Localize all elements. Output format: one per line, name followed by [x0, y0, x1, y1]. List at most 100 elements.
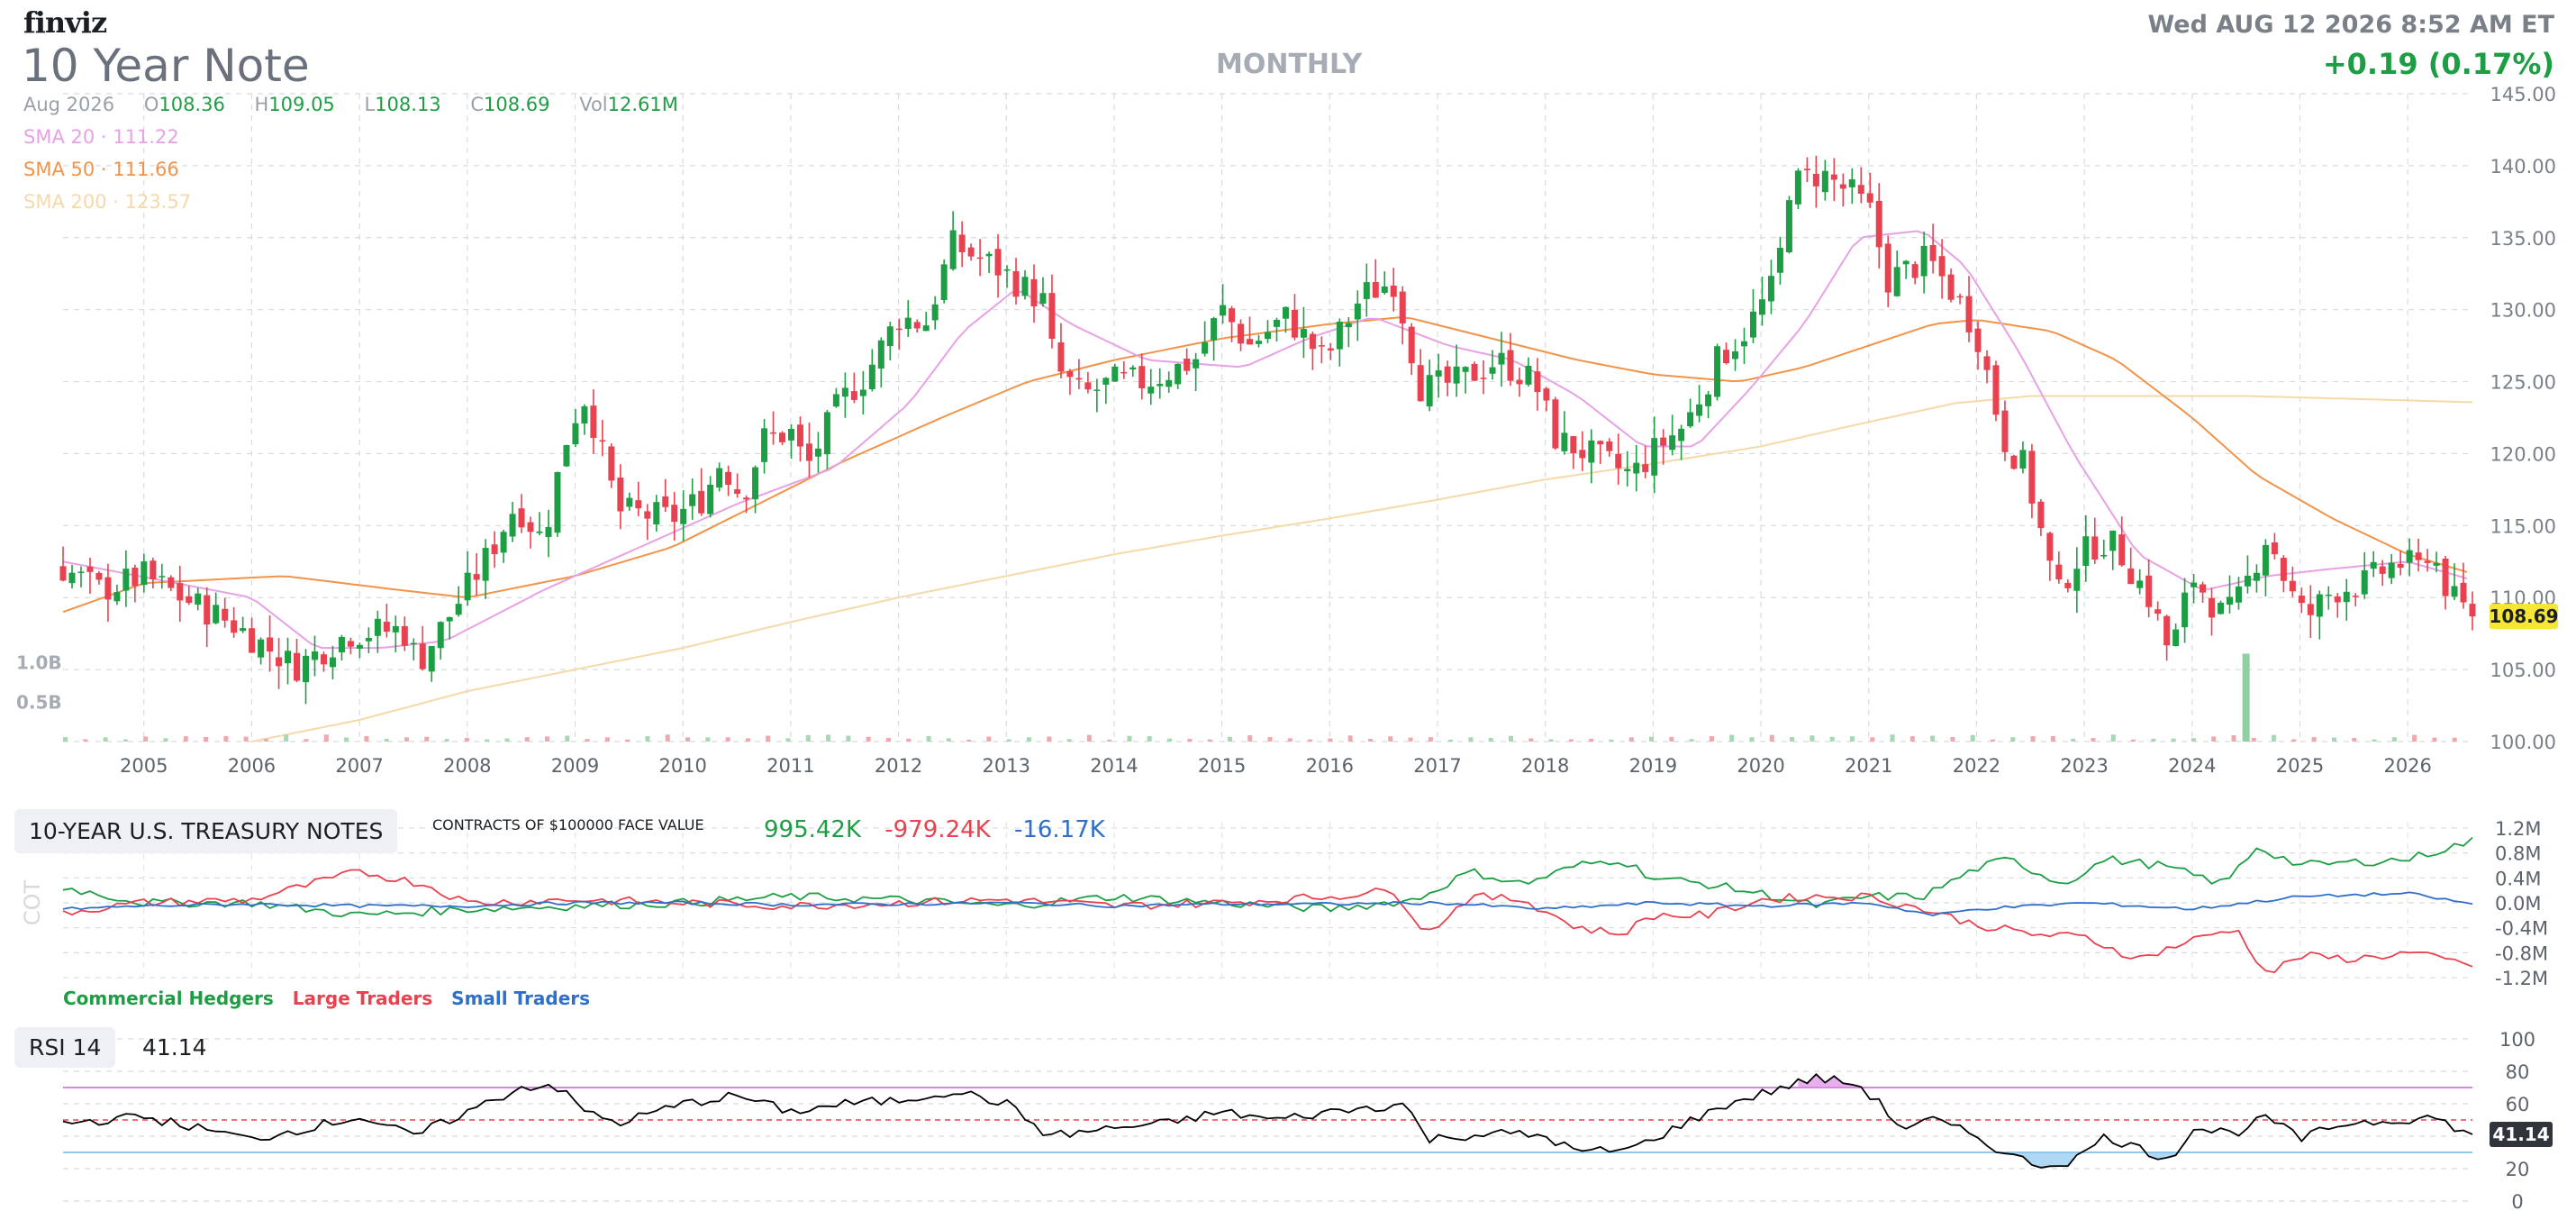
volume-bar — [1870, 737, 1875, 742]
close-label: C — [470, 94, 485, 115]
candle-body — [1399, 291, 1406, 324]
candle-body — [796, 424, 803, 447]
volume-bar — [986, 736, 992, 742]
sma50-line — [62, 316, 2468, 614]
volume-bar — [1027, 737, 1031, 742]
candle-body — [608, 446, 615, 481]
candle-body — [1534, 371, 1541, 393]
candle-body — [904, 317, 912, 330]
year-tick-label: 2009 — [551, 755, 599, 777]
volume-bar — [364, 735, 369, 742]
candle-body — [2424, 560, 2431, 563]
candle-body — [2019, 450, 2027, 469]
volume-bar — [2110, 734, 2116, 742]
candle-body — [1300, 329, 1307, 338]
candle-body — [267, 637, 274, 652]
candle-body — [59, 566, 67, 581]
candle-body — [1390, 285, 1397, 297]
candle-body — [276, 657, 283, 667]
open-value: 108.36 — [159, 94, 225, 115]
candle-body — [761, 428, 768, 462]
volume-bar — [444, 739, 449, 742]
candle-body — [1354, 303, 1361, 320]
rsi-overbought-fill — [1798, 1074, 1862, 1088]
volume-bar — [524, 737, 530, 742]
cot-tick-label: 0.0M — [2495, 893, 2542, 915]
cot-title: 10-YEAR U.S. TREASURY NOTES — [14, 809, 398, 853]
candle-body — [2433, 562, 2440, 566]
sma50-label[interactable]: SMA 50 · 111.66 — [23, 159, 179, 180]
candle-body — [2244, 575, 2251, 587]
candle-body — [1318, 345, 1325, 347]
candle-body — [2406, 550, 2413, 563]
year-tick-label: 2006 — [228, 755, 276, 777]
candle-body — [482, 548, 489, 581]
year-tick-label: 2022 — [1953, 755, 2000, 777]
legend-commercial-hedgers[interactable]: Commercial Hedgers — [63, 988, 274, 1009]
timeframe-label[interactable]: MONTHLY — [1216, 49, 1363, 80]
sma20-label[interactable]: SMA 20 · 111.22 — [23, 126, 179, 148]
volume-bar — [1347, 735, 1353, 742]
candle-body — [895, 328, 903, 331]
volume-bar — [2211, 736, 2217, 742]
volume-bar — [1829, 736, 1835, 742]
volume-bar — [2372, 739, 2377, 742]
candle-body — [994, 249, 1002, 276]
volume-bar — [1187, 738, 1193, 742]
volume-bar — [1308, 739, 1313, 742]
candle-body — [779, 432, 786, 442]
candle-body — [1705, 394, 1712, 406]
year-tick-label: 2016 — [1306, 755, 1354, 777]
candle-body — [2209, 597, 2216, 618]
volume-bar — [1448, 739, 1454, 742]
candle-body — [1166, 379, 1173, 387]
candle-body — [1489, 367, 1496, 374]
volume-bar — [1328, 738, 1333, 742]
candle-body — [1812, 174, 1819, 187]
sma200-label[interactable]: SMA 200 · 123.57 — [23, 191, 192, 213]
volume-bar — [625, 739, 630, 742]
candle-body — [2163, 615, 2171, 646]
candle-body — [1920, 245, 1927, 277]
rsi-line — [62, 1072, 2473, 1169]
candle-body — [1678, 428, 1685, 442]
volume-bar — [2191, 738, 2196, 742]
rsi-tick-label: 20 — [2506, 1159, 2530, 1180]
candle-body — [1597, 441, 1604, 445]
candle-body — [1156, 384, 1164, 387]
volume-bar — [1287, 738, 1293, 742]
cot-tick-label: -0.8M — [2495, 942, 2548, 964]
finviz-logo[interactable]: finviz — [23, 5, 107, 40]
candle-body — [1579, 450, 1586, 459]
price-tick-label: 100.00 — [2490, 732, 2556, 753]
page-title: 10 Year Note — [22, 40, 310, 92]
volume-bar — [1388, 736, 1393, 742]
volume-bar — [725, 737, 730, 742]
candle-body — [2082, 536, 2090, 567]
candle-body — [1408, 326, 1415, 364]
candle-body — [410, 642, 417, 645]
volume-bar — [1849, 736, 1855, 742]
volume-bar — [204, 737, 209, 742]
year-tick-label: 2013 — [983, 755, 1030, 777]
candle-body — [1435, 370, 1442, 377]
candle-body — [473, 574, 480, 580]
legend-small-traders[interactable]: Small Traders — [451, 988, 591, 1009]
volume-bar — [645, 735, 650, 742]
candle-body — [113, 592, 121, 602]
candle-body — [1363, 282, 1370, 299]
legend-large-traders[interactable]: Large Traders — [292, 988, 433, 1009]
candle-body — [1480, 378, 1487, 379]
candle-body — [787, 429, 794, 441]
volume-bar — [2352, 738, 2357, 742]
candle-body — [1732, 350, 1739, 360]
candle-body — [2100, 554, 2108, 557]
year-tick-label: 2012 — [875, 755, 922, 777]
candle-body — [1848, 179, 1855, 187]
year-tick-label: 2018 — [1521, 755, 1569, 777]
candle-body — [841, 387, 848, 397]
volume-bar — [2452, 737, 2457, 742]
candle-body — [967, 247, 975, 257]
year-tick-label: 2020 — [1737, 755, 1784, 777]
candle-body — [1291, 309, 1298, 338]
